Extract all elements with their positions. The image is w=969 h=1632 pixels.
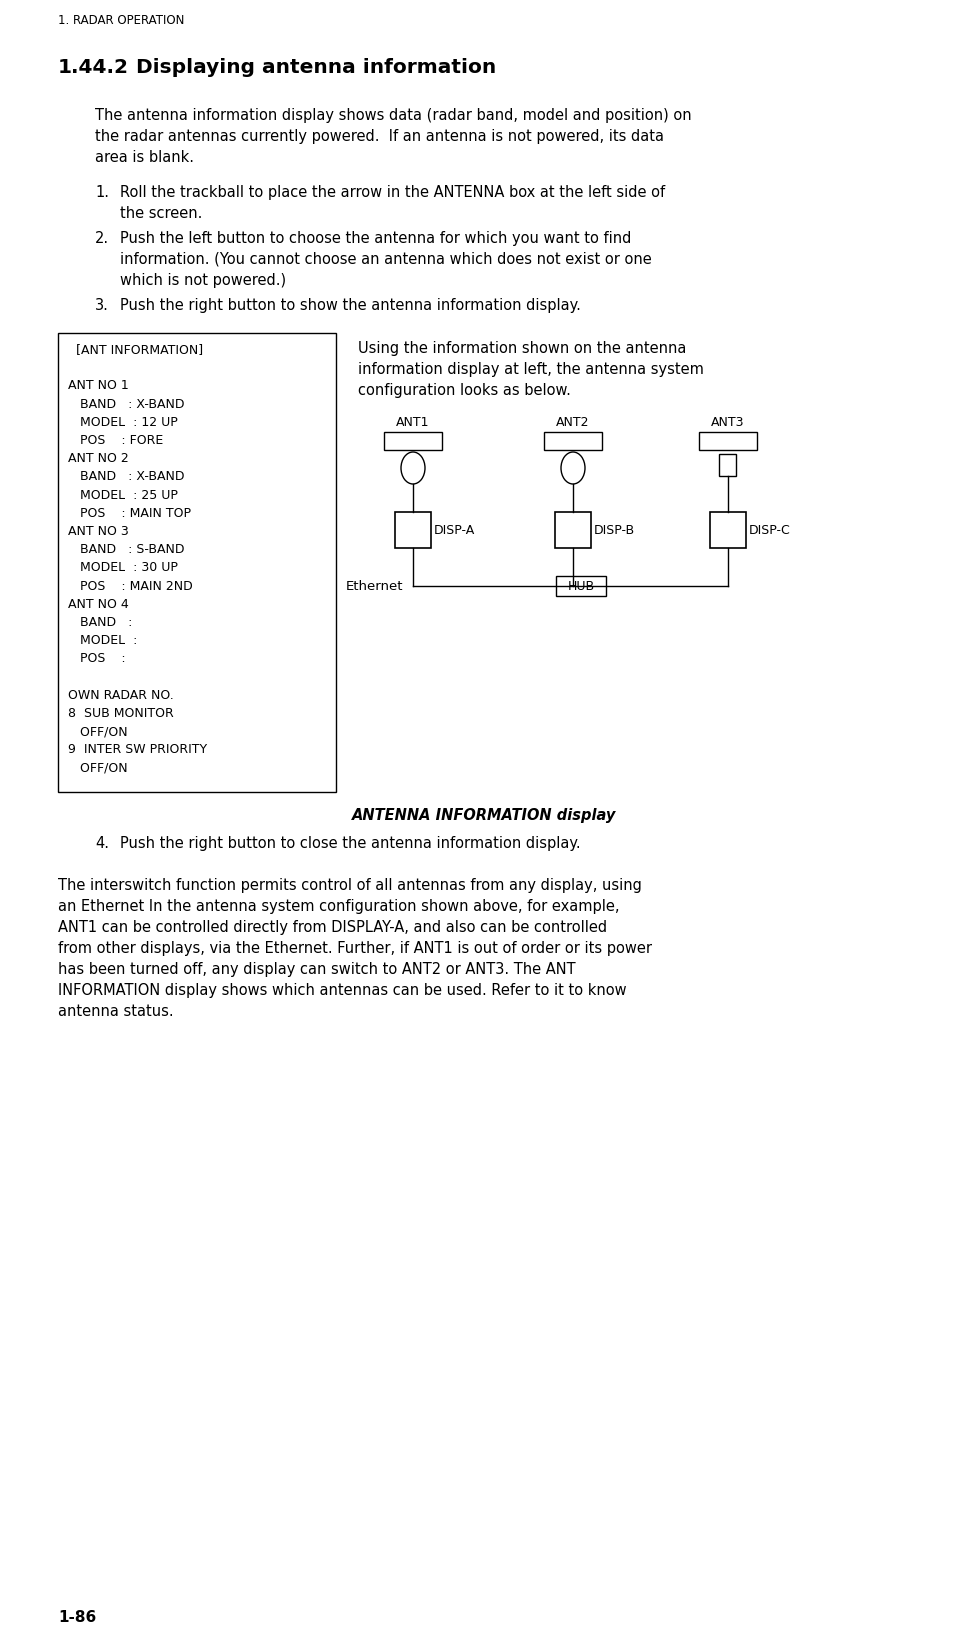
Text: Roll the trackball to place the arrow in the ANTENNA box at the left side of: Roll the trackball to place the arrow in…	[120, 184, 665, 201]
Text: ANT1: ANT1	[396, 416, 429, 429]
Text: 2.: 2.	[95, 232, 109, 246]
Text: DISP-A: DISP-A	[434, 524, 475, 537]
Text: which is not powered.): which is not powered.)	[120, 273, 286, 287]
Text: ANT NO 3: ANT NO 3	[68, 526, 129, 539]
Text: DISP-B: DISP-B	[594, 524, 635, 537]
Text: Using the information shown on the antenna: Using the information shown on the anten…	[358, 341, 686, 356]
Text: has been turned off, any display can switch to ANT2 or ANT3. The ANT: has been turned off, any display can swi…	[58, 961, 576, 978]
Bar	[555, 512, 591, 548]
Text: 1.: 1.	[95, 184, 109, 201]
Text: 3.: 3.	[95, 299, 109, 313]
Text: [ANT INFORMATION]: [ANT INFORMATION]	[68, 343, 203, 356]
Text: 8  SUB MONITOR: 8 SUB MONITOR	[68, 707, 173, 720]
Bar	[720, 454, 736, 477]
Text: 4.: 4.	[95, 836, 109, 850]
Text: ANT2: ANT2	[556, 416, 590, 429]
Text: DISP-C: DISP-C	[749, 524, 791, 537]
Text: BAND   : S-BAND: BAND : S-BAND	[68, 543, 184, 557]
Text: BAND   :: BAND :	[68, 615, 133, 628]
Text: OFF/ON: OFF/ON	[68, 762, 128, 775]
Text: Push the left button to choose the antenna for which you want to find: Push the left button to choose the anten…	[120, 232, 632, 246]
Ellipse shape	[561, 452, 585, 485]
Text: the radar antennas currently powered.  If an antenna is not powered, its data: the radar antennas currently powered. If…	[95, 129, 664, 144]
Text: Push the right button to close the antenna information display.: Push the right button to close the anten…	[120, 836, 580, 850]
Text: POS    :: POS :	[68, 653, 126, 666]
Text: The interswitch function permits control of all antennas from any display, using: The interswitch function permits control…	[58, 878, 641, 893]
Text: information display at left, the antenna system: information display at left, the antenna…	[358, 362, 703, 377]
Text: HUB: HUB	[568, 579, 595, 592]
Text: ANT NO 1: ANT NO 1	[68, 379, 129, 392]
Text: OWN RADAR NO.: OWN RADAR NO.	[68, 689, 173, 702]
Bar	[384, 432, 442, 450]
Text: POS    : FORE: POS : FORE	[68, 434, 163, 447]
Bar	[395, 512, 431, 548]
Text: antenna status.: antenna status.	[58, 1004, 173, 1018]
Bar	[699, 432, 757, 450]
Text: from other displays, via the Ethernet. Further, if ANT1 is out of order or its p: from other displays, via the Ethernet. F…	[58, 940, 652, 956]
Text: MODEL  : 30 UP: MODEL : 30 UP	[68, 561, 178, 574]
Bar	[544, 432, 602, 450]
Text: Ethernet: Ethernet	[346, 579, 403, 592]
Bar	[58, 333, 336, 792]
Text: information. (You cannot choose an antenna which does not exist or one: information. (You cannot choose an anten…	[120, 251, 652, 268]
Text: POS    : MAIN TOP: POS : MAIN TOP	[68, 508, 191, 521]
Bar	[556, 576, 606, 596]
Text: 9  INTER SW PRIORITY: 9 INTER SW PRIORITY	[68, 744, 207, 756]
Text: the screen.: the screen.	[120, 206, 203, 220]
Bar	[710, 512, 746, 548]
Text: MODEL  : 12 UP: MODEL : 12 UP	[68, 416, 177, 429]
Text: 1. RADAR OPERATION: 1. RADAR OPERATION	[58, 15, 184, 28]
Text: ANTENNA INFORMATION display: ANTENNA INFORMATION display	[353, 808, 616, 823]
Text: 1.44.2: 1.44.2	[58, 59, 129, 77]
Text: an Ethernet In the antenna system configuration shown above, for example,: an Ethernet In the antenna system config…	[58, 899, 619, 914]
Text: INFORMATION display shows which antennas can be used. Refer to it to know: INFORMATION display shows which antennas…	[58, 982, 627, 997]
Text: The antenna information display shows data (radar band, model and position) on: The antenna information display shows da…	[95, 108, 692, 122]
Text: OFF/ON: OFF/ON	[68, 725, 128, 738]
Ellipse shape	[401, 452, 425, 485]
Text: area is blank.: area is blank.	[95, 150, 194, 165]
Text: ANT3: ANT3	[711, 416, 745, 429]
Text: ANT NO 2: ANT NO 2	[68, 452, 129, 465]
Text: BAND   : X-BAND: BAND : X-BAND	[68, 398, 184, 411]
Text: ANT NO 4: ANT NO 4	[68, 597, 129, 610]
Text: POS    : MAIN 2ND: POS : MAIN 2ND	[68, 579, 193, 592]
Text: 1-86: 1-86	[58, 1611, 96, 1625]
Text: BAND   : X-BAND: BAND : X-BAND	[68, 470, 184, 483]
Text: MODEL  :: MODEL :	[68, 635, 138, 648]
Text: configuration looks as below.: configuration looks as below.	[358, 384, 571, 398]
Text: Displaying antenna information: Displaying antenna information	[136, 59, 496, 77]
Text: Push the right button to show the antenna information display.: Push the right button to show the antenn…	[120, 299, 580, 313]
Text: MODEL  : 25 UP: MODEL : 25 UP	[68, 488, 178, 501]
Text: ANT1 can be controlled directly from DISPLAY-A, and also can be controlled: ANT1 can be controlled directly from DIS…	[58, 920, 608, 935]
